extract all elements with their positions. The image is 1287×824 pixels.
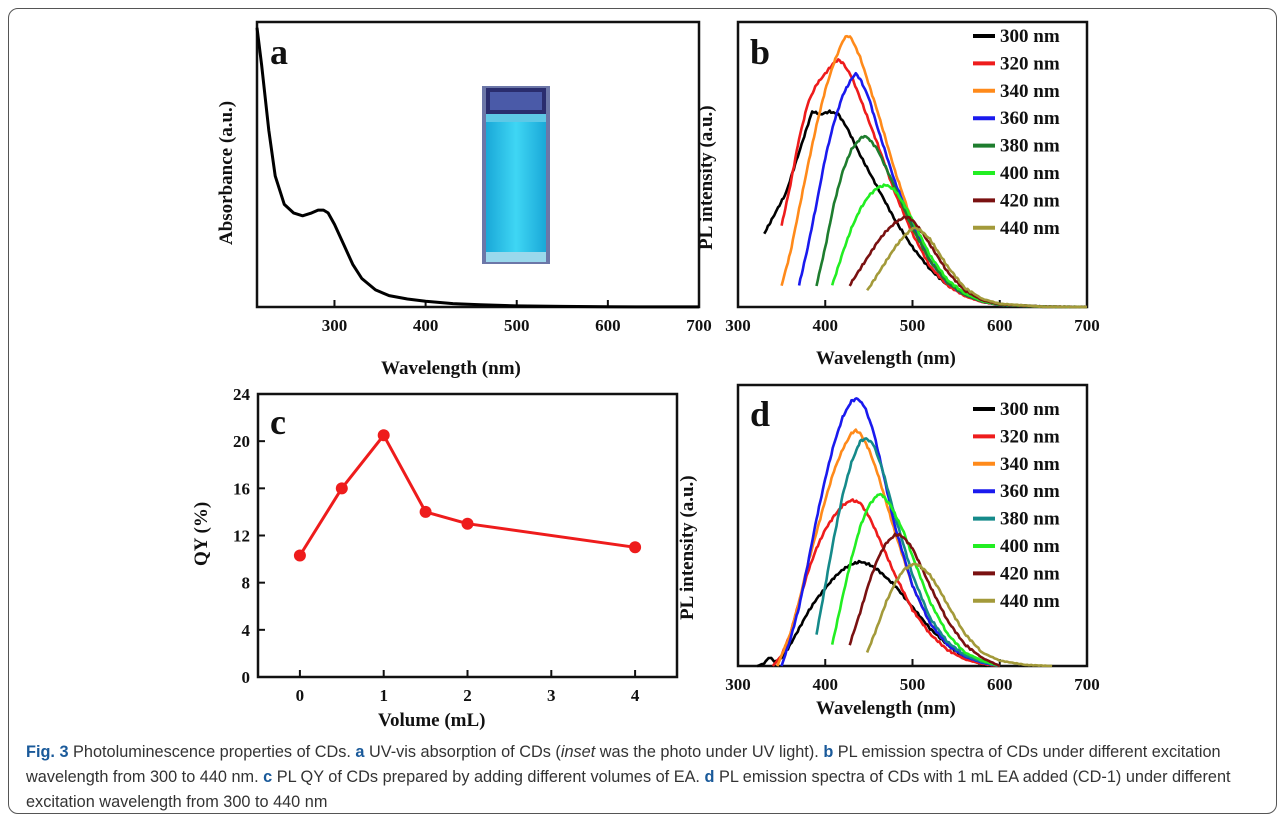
panel-b-marks: 300 400 500 600 700 300 nm 320 nm 340 nm 360 nm 3… [725, 26, 1100, 335]
legend-label: 300 nm [1000, 399, 1060, 420]
x-tick-label: 400 [813, 316, 839, 335]
legend-label: 380 nm [1000, 136, 1060, 157]
x-tick-label: 700 [686, 316, 712, 335]
panel-a-frame [255, 20, 701, 309]
caption-text-4: PL emission spectra of CDs under differe… [26, 743, 1221, 786]
caption-text-6: PL emission spectra of CDs with 1 mL EA … [26, 768, 1231, 811]
y-tick-label: 20 [233, 432, 250, 451]
y-tick-label: 16 [233, 479, 250, 498]
panel-c-ylabel: QY (%) [191, 502, 212, 566]
caption-fig-number: Fig. 3 [26, 743, 69, 761]
panel-a-xlabel: Wavelength (nm) [381, 358, 521, 379]
x-tick-label: 600 [987, 675, 1013, 694]
caption-panel-a: a [355, 743, 365, 761]
y-tick-label: 12 [233, 527, 250, 546]
caption-panel-c: c [263, 768, 273, 786]
data-point [293, 549, 306, 562]
panel-c-xlabel: Volume (mL) [378, 710, 486, 731]
panel-d-xlabel: Wavelength (nm) [816, 698, 956, 719]
data-point [461, 517, 474, 530]
series-line-440-nm [865, 562, 1053, 668]
caption-panel-b: b [823, 743, 834, 761]
panel-d-ylabel: PL intensity (a.u.) [677, 475, 698, 620]
legend-label: 440 nm [1000, 591, 1060, 612]
panel-d-label: d [750, 394, 770, 434]
y-tick-label: 4 [242, 621, 251, 640]
data-point [629, 541, 642, 554]
panel-c: c Volume (mL) QY (%) [191, 392, 679, 731]
x-tick-label: 300 [725, 316, 751, 335]
caption-text-2: UV-vis absorption of CDs ( [364, 743, 561, 761]
x-tick-label: 2 [463, 686, 472, 705]
panel-a: a Wavelength (nm) Absorbance (a.u.) [216, 20, 701, 379]
panel-a-ylabel: Absorbance (a.u.) [216, 101, 237, 245]
x-tick-label: 500 [900, 316, 926, 335]
caption-panel-d: d [704, 768, 715, 786]
x-tick-label: 600 [595, 316, 621, 335]
legend-label: 360 nm [1000, 481, 1060, 502]
legend-label: 380 nm [1000, 509, 1060, 530]
x-tick-label: 500 [900, 675, 926, 694]
y-tick-label: 24 [233, 385, 251, 404]
x-tick-label: 1 [379, 686, 388, 705]
caption-text-1: Photoluminescence properties of CDs. [68, 743, 356, 761]
uv-light-cuvette-photo [482, 86, 550, 264]
panel-a-label: a [270, 32, 288, 72]
y-tick-label: 0 [242, 668, 251, 687]
legend-label: 340 nm [1000, 81, 1060, 102]
caption-text-5: PL QY of CDs prepared by adding differen… [272, 768, 705, 786]
legend-label: 400 nm [1000, 536, 1060, 557]
series-line-420-nm [848, 532, 1001, 668]
x-tick-label: 0 [296, 686, 305, 705]
panel-b-ylabel: PL intensity (a.u.) [696, 105, 717, 250]
x-tick-label: 4 [631, 686, 640, 705]
legend-label: 440 nm [1000, 218, 1060, 239]
series-line-a [255, 27, 699, 309]
x-tick-label: 300 [322, 316, 348, 335]
figure-caption: Fig. 3 Photoluminescence properties of C… [26, 740, 1266, 815]
legend-label: 360 nm [1000, 108, 1060, 129]
legend-label: 420 nm [1000, 190, 1060, 211]
legend-label: 400 nm [1000, 163, 1060, 184]
x-tick-label: 700 [1074, 675, 1100, 694]
x-tick-label: 3 [547, 686, 556, 705]
x-tick-label: 700 [1074, 316, 1100, 335]
series-line-440-nm [866, 226, 1088, 309]
panel-c-label: c [270, 402, 286, 442]
series-line-c [298, 433, 636, 557]
figure-svg: a Wavelength (nm) Absorbance (a.u.) b Wa… [191, 20, 1100, 731]
panel-a-marks: 300 400 500 600 700 [255, 27, 712, 335]
data-point [377, 429, 390, 442]
caption-inset: inset [560, 743, 596, 761]
x-tick-label: 300 [725, 675, 751, 694]
series-line-380-nm [815, 437, 1001, 668]
x-tick-label: 600 [987, 316, 1013, 335]
legend-label: 320 nm [1000, 426, 1060, 447]
data-point [419, 505, 432, 518]
panel-c-frame [256, 392, 679, 679]
legend-label: 420 nm [1000, 563, 1060, 584]
legend-label: 300 nm [1000, 26, 1060, 47]
panel-d-marks: 300 400 500 600 700 300 nm 320 nm 340 nm 360 nm 3… [725, 397, 1100, 694]
series-line-400-nm [830, 492, 1001, 668]
legend-label: 340 nm [1000, 454, 1060, 475]
caption-text-3: was the photo under UV light). [595, 743, 824, 761]
legend-label: 320 nm [1000, 53, 1060, 74]
figure-frame [8, 8, 1277, 814]
panel-b-xlabel: Wavelength (nm) [816, 348, 956, 369]
x-tick-label: 400 [413, 316, 439, 335]
x-tick-label: 500 [504, 316, 530, 335]
y-tick-label: 8 [242, 574, 251, 593]
data-point [335, 482, 348, 495]
x-tick-label: 400 [813, 675, 839, 694]
panel-b-label: b [750, 32, 770, 72]
series-line-320-nm [771, 498, 1000, 668]
series-line-360-nm [780, 397, 1001, 668]
